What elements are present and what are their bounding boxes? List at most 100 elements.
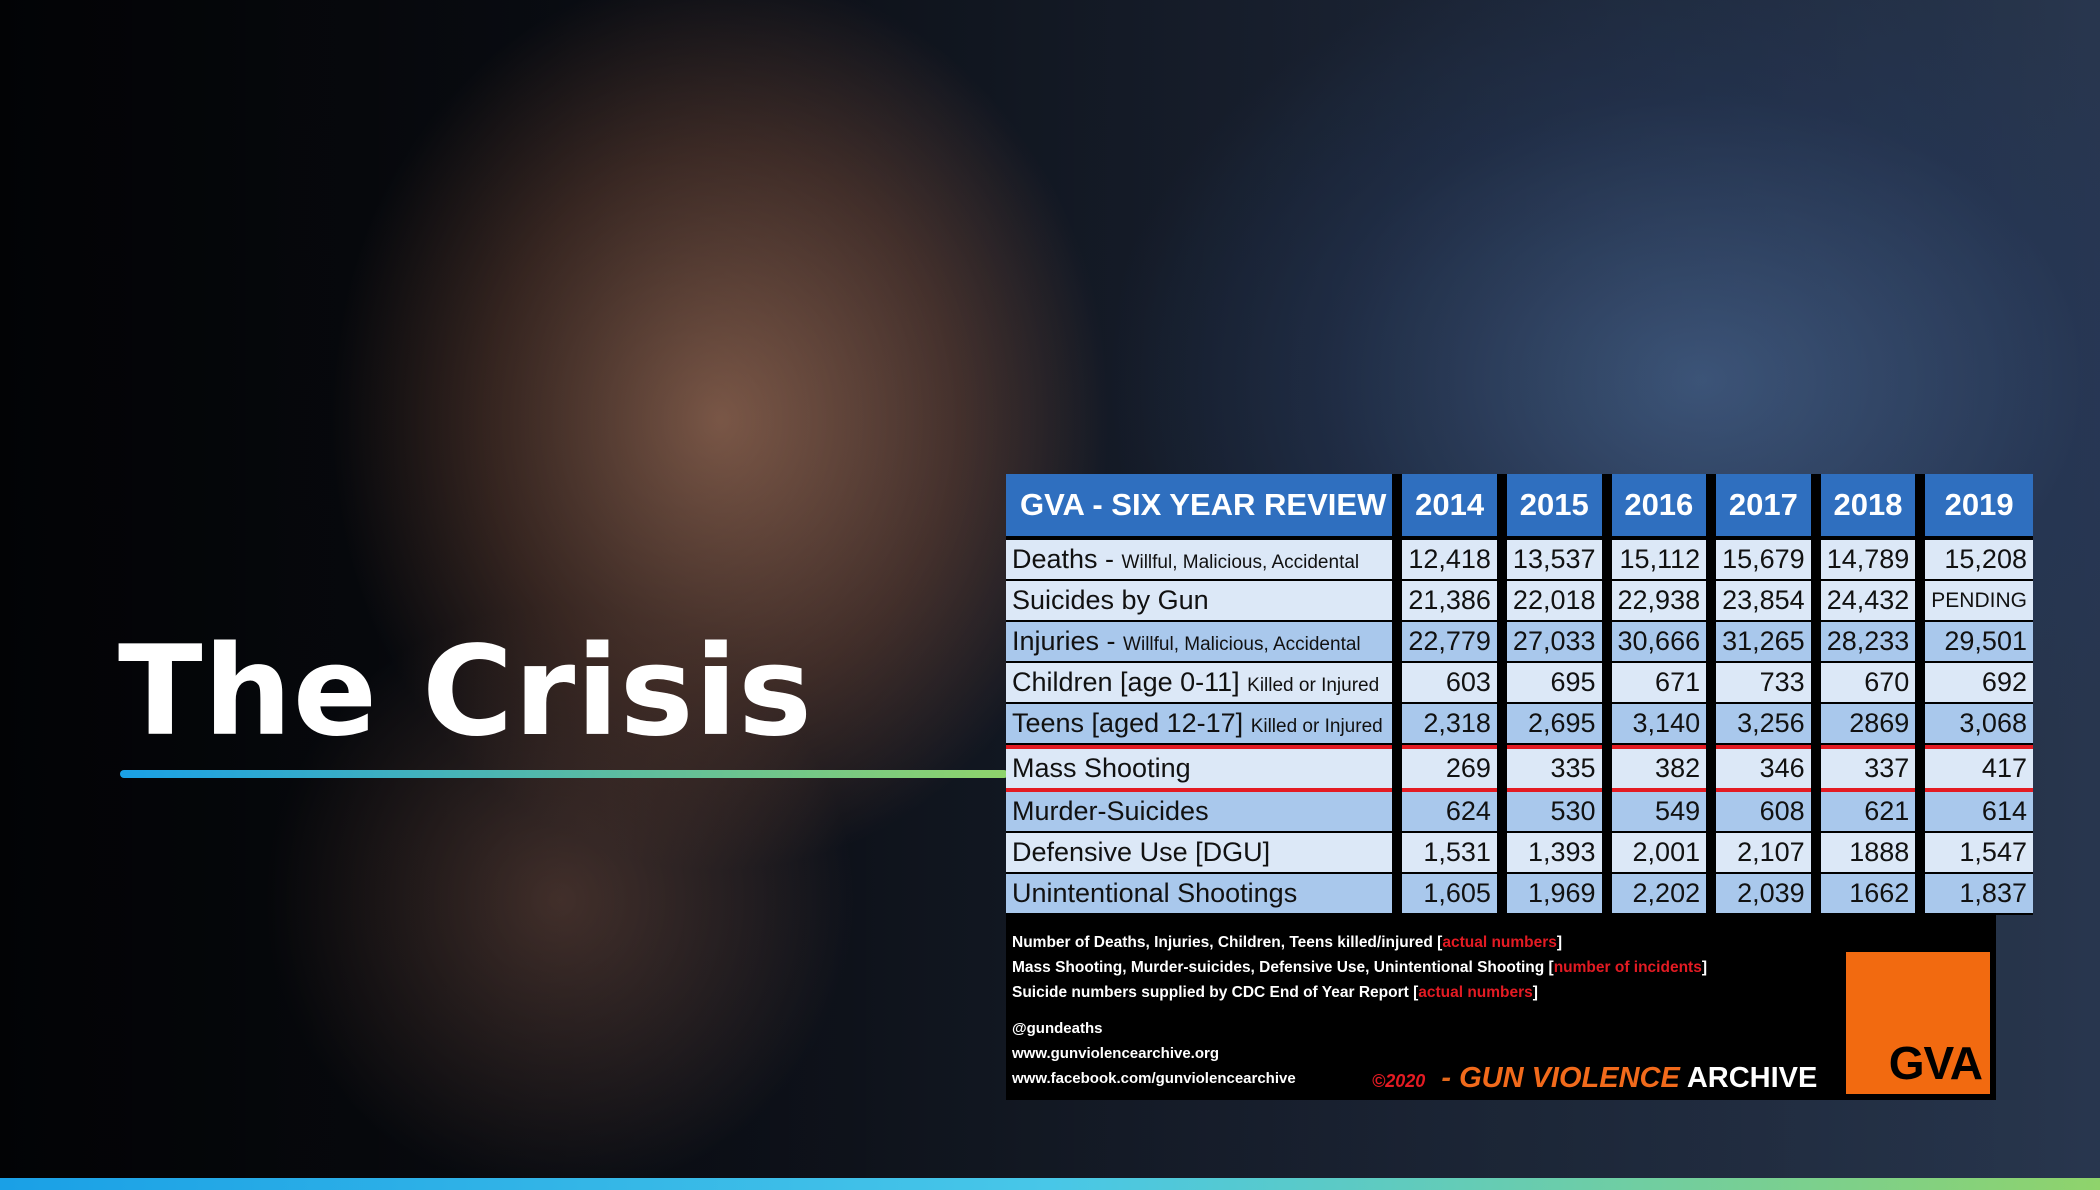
table-cell: 2,318 (1402, 704, 1497, 745)
table-cell: 24,432 (1820, 581, 1916, 622)
gva-footer: ©2020 - GUN VIOLENCE ARCHIVE (1372, 1062, 1817, 1095)
table-cell: 2869 (1820, 704, 1916, 745)
table-cell: 2,695 (1506, 704, 1602, 745)
table-header-row: GVA - SIX YEAR REVIEW 2014 2015 2016 201… (1006, 474, 2033, 540)
gva-infographic: GVA - SIX YEAR REVIEW 2014 2015 2016 201… (1006, 474, 2033, 1100)
table-cell: 30,666 (1611, 622, 1707, 663)
table-cell: 1,969 (1506, 874, 1602, 915)
table-cell: 1,531 (1402, 833, 1497, 874)
footer-org-colored: GUN VIOLENCE (1459, 1062, 1680, 1094)
table-row: Injuries - Willful, Malicious, Accidenta… (1006, 622, 2033, 663)
note-line: Suicide numbers supplied by CDC End of Y… (1012, 984, 1538, 1001)
table-cell: 2,039 (1716, 874, 1811, 915)
table-row: Defensive Use [DGU] 1,531 1,393 2,001 2,107 1… (1006, 833, 2033, 874)
table-cell: 549 (1611, 792, 1707, 833)
facebook-link: www.facebook.com/gunviolencearchive (1012, 1070, 1296, 1087)
table-cell: 614 (1925, 792, 2033, 833)
table-cell: 1,837 (1925, 874, 2033, 915)
row-label: Children [age 0-11] Killed or Injured (1006, 663, 1393, 704)
row-label: Murder-Suicides (1006, 792, 1393, 833)
year-header: 2019 (1925, 474, 2033, 540)
table-row: Mass Shooting 269 335 382 346 337 417 (1006, 745, 2033, 792)
table-cell: 624 (1402, 792, 1497, 833)
year-header: 2016 (1611, 474, 1707, 540)
table-cell: 1,605 (1402, 874, 1497, 915)
table-cell: 337 (1820, 745, 1916, 792)
table-cell: 346 (1716, 745, 1811, 792)
table-cell: 3,068 (1925, 704, 2033, 745)
year-header: 2017 (1716, 474, 1811, 540)
table-cell: 530 (1506, 792, 1602, 833)
table-cell: 22,779 (1402, 622, 1497, 663)
row-label-sub: Willful, Malicious, Accidental (1123, 634, 1361, 655)
twitter-handle: @gundeaths (1012, 1020, 1103, 1037)
table-cell: 21,386 (1402, 581, 1497, 622)
table-cell: 671 (1611, 663, 1707, 704)
row-label-sub: Killed or Injured (1250, 716, 1383, 737)
row-label: Deaths - Willful, Malicious, Accidental (1006, 540, 1393, 581)
row-label: Injuries - Willful, Malicious, Accidenta… (1006, 622, 1393, 663)
table-cell: 692 (1925, 663, 2033, 704)
table-cell: 14,789 (1820, 540, 1916, 581)
table-cell: PENDING (1925, 581, 2033, 622)
note-line: Number of Deaths, Injuries, Children, Te… (1012, 934, 1563, 951)
table-cell: 335 (1506, 745, 1602, 792)
table-cell: 1662 (1820, 874, 1916, 915)
row-label-main: Defensive Use [DGU] (1012, 837, 1271, 867)
table-cell: 3,140 (1611, 704, 1707, 745)
row-label-sub: Killed or Injured (1247, 675, 1380, 696)
gva-logo: GVA (1846, 952, 1990, 1094)
table-cell: 2,107 (1716, 833, 1811, 874)
copyright-text: ©2020 (1372, 1071, 1426, 1091)
row-label: Defensive Use [DGU] (1006, 833, 1393, 874)
table-cell: 13,537 (1506, 540, 1602, 581)
table-cell: 670 (1820, 663, 1916, 704)
table-cell: 15,112 (1611, 540, 1707, 581)
row-label-sub: Willful, Malicious, Accidental (1121, 552, 1360, 573)
row-label-main: Mass Shooting (1012, 753, 1191, 783)
website-link: www.gunviolencearchive.org (1012, 1045, 1219, 1062)
year-header: 2014 (1402, 474, 1497, 540)
table-cell: 603 (1402, 663, 1497, 704)
table-cell: 15,679 (1716, 540, 1811, 581)
six-year-review-table: GVA - SIX YEAR REVIEW 2014 2015 2016 201… (996, 474, 2043, 915)
row-label-main: Suicides by Gun (1012, 585, 1209, 615)
row-label-main: Injuries - (1012, 626, 1124, 656)
gva-logo-text: GVA (1888, 1037, 1983, 1089)
table-cell: 12,418 (1402, 540, 1497, 581)
year-header: 2015 (1506, 474, 1602, 540)
table-cell: 15,208 (1925, 540, 2033, 581)
row-label: Suicides by Gun (1006, 581, 1393, 622)
table-row: Children [age 0-11] Killed or Injured 603… (1006, 663, 2033, 704)
table-cell: 382 (1611, 745, 1707, 792)
table-title: GVA - SIX YEAR REVIEW (1006, 474, 1393, 540)
table-row: Deaths - Willful, Malicious, Accidental 1… (1006, 540, 2033, 581)
table-row: Murder-Suicides 624 530 549 608 621 614 (1006, 792, 2033, 833)
row-label-main: Murder-Suicides (1012, 796, 1209, 826)
slide-title: The Crisis (118, 620, 813, 764)
row-label-main: Children [age 0-11] (1012, 667, 1248, 697)
table-cell: 608 (1716, 792, 1811, 833)
table-cell: 2,202 (1611, 874, 1707, 915)
footer-dash: - (1433, 1062, 1460, 1094)
table-row: Unintentional Shootings 1,605 1,969 2,202 2,… (1006, 874, 2033, 915)
row-label: Unintentional Shootings (1006, 874, 1393, 915)
title-underline (120, 770, 1008, 778)
table-cell: 1,393 (1506, 833, 1602, 874)
bottom-accent-bar (0, 1178, 2100, 1190)
row-label: Teens [aged 12-17] Killed or Injured (1006, 704, 1393, 745)
table-cell: 27,033 (1506, 622, 1602, 663)
table-cell: 28,233 (1820, 622, 1916, 663)
row-label: Mass Shooting (1006, 745, 1393, 792)
table-cell: 695 (1506, 663, 1602, 704)
table-cell: 1,547 (1925, 833, 2033, 874)
contact-list: @gundeaths www.gunviolencearchive.org ww… (1012, 1016, 1296, 1091)
table-cell: 733 (1716, 663, 1811, 704)
table-cell: 22,938 (1611, 581, 1707, 622)
table-cell: 22,018 (1506, 581, 1602, 622)
row-label-main: Teens [aged 12-17] (1012, 708, 1251, 738)
table-notes: Number of Deaths, Injuries, Children, Te… (1012, 930, 1707, 1005)
table-cell: 31,265 (1716, 622, 1811, 663)
year-header: 2018 (1820, 474, 1916, 540)
footer-org-white: ARCHIVE (1679, 1062, 1818, 1094)
